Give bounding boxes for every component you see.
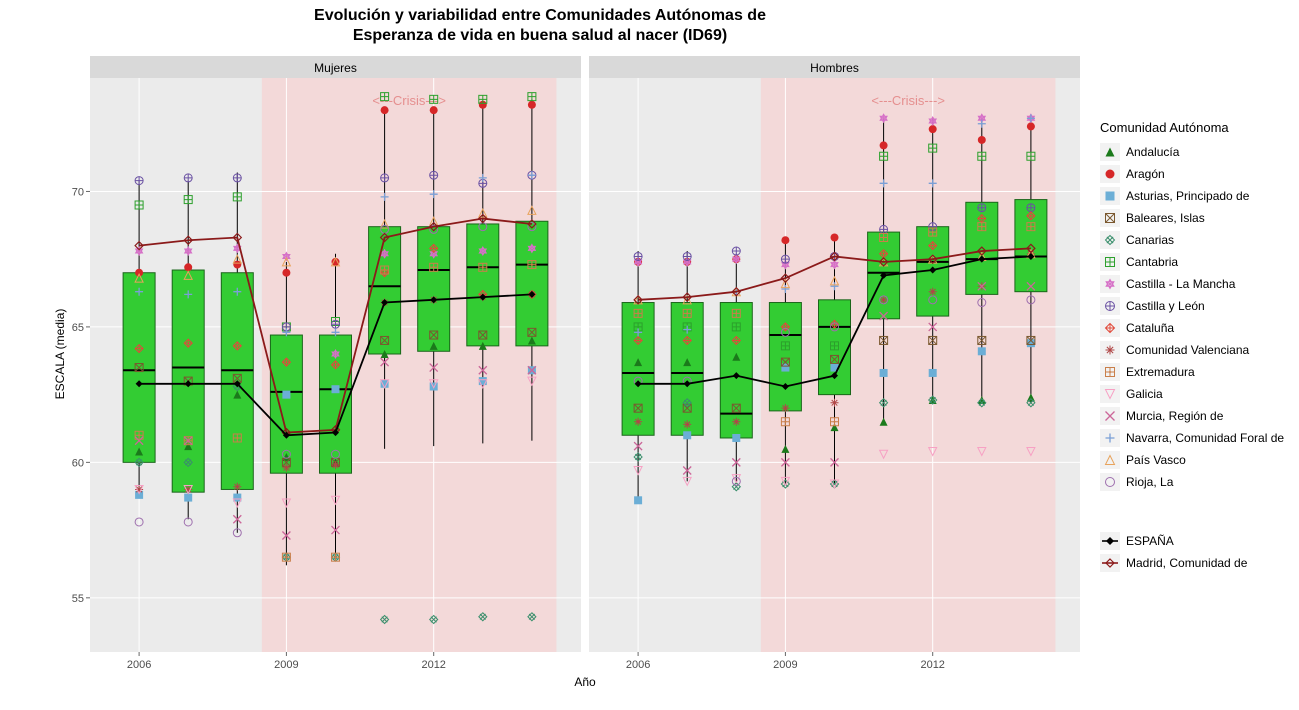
svg-text:ESCALA (media): ESCALA (media) <box>53 309 67 400</box>
svg-text:70: 70 <box>72 186 84 198</box>
legend-item: Cataluña <box>1100 317 1290 339</box>
chart-title: Evolución y variabilidad entre Comunidad… <box>0 6 1080 46</box>
title-line2: Esperanza de vida en buena salud al nace… <box>353 27 727 44</box>
legend-swatch <box>1100 473 1120 491</box>
legend-item: Murcia, Región de <box>1100 405 1290 427</box>
svg-text:2006: 2006 <box>626 659 650 671</box>
svg-text:<---Crisis--->: <---Crisis---> <box>871 93 945 108</box>
legend-swatch <box>1100 297 1120 315</box>
legend-item: País Vasco <box>1100 449 1290 471</box>
svg-text:Mujeres: Mujeres <box>314 61 357 75</box>
legend-label: Castilla - La Mancha <box>1126 277 1235 291</box>
legend-label: ESPAÑA <box>1126 534 1174 548</box>
legend-label: Extremadura <box>1126 365 1195 379</box>
legend-swatch <box>1100 143 1120 161</box>
legend-swatch <box>1100 165 1120 183</box>
legend-label: Galicia <box>1126 387 1163 401</box>
legend-item: ESPAÑA <box>1100 530 1290 552</box>
legend-swatch <box>1100 554 1120 572</box>
legend-item: Comunidad Valenciana <box>1100 339 1290 361</box>
legend-label: País Vasco <box>1126 453 1186 467</box>
svg-text:2009: 2009 <box>274 659 298 671</box>
svg-text:2009: 2009 <box>773 659 797 671</box>
legend-item: Navarra, Comunidad Foral de <box>1100 427 1290 449</box>
svg-text:65: 65 <box>72 322 84 334</box>
chart-svg: ESCALA (media) Año Mujeres <---Crisis---> 20… <box>50 50 1080 690</box>
legend-label: Madrid, Comunidad de <box>1126 556 1247 570</box>
legend-swatch <box>1100 231 1120 249</box>
legend-item: Castilla - La Mancha <box>1100 273 1290 295</box>
legend-swatch <box>1100 532 1120 550</box>
legend-swatch <box>1100 429 1120 447</box>
legend-item: Castilla y León <box>1100 295 1290 317</box>
legend-swatch <box>1100 363 1120 381</box>
legend-label: Navarra, Comunidad Foral de <box>1126 431 1284 445</box>
legend-item: Rioja, La <box>1100 471 1290 493</box>
svg-text:2006: 2006 <box>127 659 151 671</box>
legend-item: Extremadura <box>1100 361 1290 383</box>
legend-label: Baleares, Islas <box>1126 211 1205 225</box>
legend-swatch <box>1100 407 1120 425</box>
legend-item: Madrid, Comunidad de <box>1100 552 1290 574</box>
svg-text:Año: Año <box>574 675 596 689</box>
chart-container: Evolución y variabilidad entre Comunidad… <box>0 0 1299 710</box>
legend-swatch <box>1100 341 1120 359</box>
legend-swatch <box>1100 319 1120 337</box>
legend-label: Asturias, Principado de <box>1126 189 1249 203</box>
legend-swatch <box>1100 275 1120 293</box>
legend-item: Andalucía <box>1100 141 1290 163</box>
legend-swatch <box>1100 385 1120 403</box>
legend-communities: Comunidad Autónoma Andalucía Aragón Asturi… <box>1100 120 1290 493</box>
legend-item: Cantabria <box>1100 251 1290 273</box>
legend-label: Castilla y León <box>1126 299 1205 313</box>
legend-label: Cantabria <box>1126 255 1178 269</box>
legend-reference: ESPAÑA Madrid, Comunidad de <box>1100 530 1290 574</box>
svg-text:2012: 2012 <box>421 659 445 671</box>
svg-text:Hombres: Hombres <box>810 61 859 75</box>
legend-item: Aragón <box>1100 163 1290 185</box>
svg-text:2012: 2012 <box>920 659 944 671</box>
legend-swatch <box>1100 253 1120 271</box>
legend-item: Canarias <box>1100 229 1290 251</box>
title-line1: Evolución y variabilidad entre Comunidad… <box>314 7 766 24</box>
legend-swatch <box>1100 451 1120 469</box>
legend-label: Comunidad Valenciana <box>1126 343 1249 357</box>
legend-label: Rioja, La <box>1126 475 1173 489</box>
legend-label: Canarias <box>1126 233 1174 247</box>
legend-label: Cataluña <box>1126 321 1174 335</box>
legend-label: Andalucía <box>1126 145 1179 159</box>
legend-swatch <box>1100 209 1120 227</box>
legend-label: Aragón <box>1126 167 1165 181</box>
legend-item: Baleares, Islas <box>1100 207 1290 229</box>
svg-text:55: 55 <box>72 593 84 605</box>
svg-text:60: 60 <box>72 457 84 469</box>
legend-item: Asturias, Principado de <box>1100 185 1290 207</box>
legend-item: Galicia <box>1100 383 1290 405</box>
legend-swatch <box>1100 187 1120 205</box>
legend-title: Comunidad Autónoma <box>1100 120 1290 135</box>
legend-label: Murcia, Región de <box>1126 409 1223 423</box>
